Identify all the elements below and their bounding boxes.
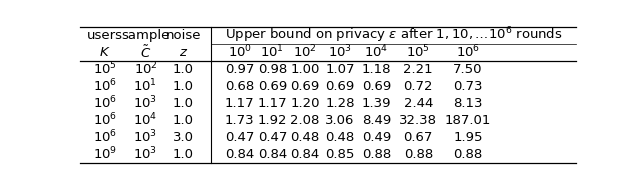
Text: 1.17: 1.17 xyxy=(258,97,287,110)
Text: 0.48: 0.48 xyxy=(325,131,355,144)
Text: 3.0: 3.0 xyxy=(173,131,194,144)
Text: 0.69: 0.69 xyxy=(291,80,320,93)
Text: $10^9$: $10^9$ xyxy=(93,146,117,163)
Text: 0.48: 0.48 xyxy=(291,131,320,144)
Text: 1.0: 1.0 xyxy=(173,148,194,161)
Text: $10^3$: $10^3$ xyxy=(328,44,352,61)
Text: 0.85: 0.85 xyxy=(325,148,355,161)
Text: 1.28: 1.28 xyxy=(325,97,355,110)
Text: 0.47: 0.47 xyxy=(258,131,287,144)
Text: $10^3$: $10^3$ xyxy=(133,146,157,163)
Text: 1.0: 1.0 xyxy=(173,80,194,93)
Text: $10^4$: $10^4$ xyxy=(133,112,157,128)
Text: 1.17: 1.17 xyxy=(225,97,255,110)
Text: 2.08: 2.08 xyxy=(291,114,320,127)
Text: Upper bound on privacy $\epsilon$ after $1, 10,\ldots 10^6$ rounds: Upper bound on privacy $\epsilon$ after … xyxy=(225,25,563,45)
Text: $\tilde{C}$: $\tilde{C}$ xyxy=(140,44,151,61)
Text: 0.68: 0.68 xyxy=(225,80,254,93)
Text: 0.97: 0.97 xyxy=(225,63,254,76)
Text: $10^6$: $10^6$ xyxy=(456,44,480,61)
Text: $K$: $K$ xyxy=(99,46,111,59)
Text: 2.44: 2.44 xyxy=(404,97,433,110)
Text: 1.0: 1.0 xyxy=(173,114,194,127)
Text: $10^4$: $10^4$ xyxy=(364,44,388,61)
Text: 1.39: 1.39 xyxy=(362,97,391,110)
Text: 8.13: 8.13 xyxy=(453,97,483,110)
Text: 0.69: 0.69 xyxy=(362,80,391,93)
Text: 0.67: 0.67 xyxy=(404,131,433,144)
Text: 0.69: 0.69 xyxy=(258,80,287,93)
Text: 0.84: 0.84 xyxy=(225,148,254,161)
Text: $10^6$: $10^6$ xyxy=(93,112,117,128)
Text: 0.84: 0.84 xyxy=(258,148,287,161)
Text: 32.38: 32.38 xyxy=(399,114,437,127)
Text: 1.07: 1.07 xyxy=(325,63,355,76)
Text: 0.98: 0.98 xyxy=(258,63,287,76)
Text: sample: sample xyxy=(122,29,170,42)
Text: $10^2$: $10^2$ xyxy=(134,61,157,78)
Text: 0.88: 0.88 xyxy=(404,148,433,161)
Text: 3.06: 3.06 xyxy=(325,114,355,127)
Text: $10^2$: $10^2$ xyxy=(293,44,317,61)
Text: $10^6$: $10^6$ xyxy=(93,78,117,94)
Text: $10^3$: $10^3$ xyxy=(133,129,157,145)
Text: 187.01: 187.01 xyxy=(445,114,491,127)
Text: 0.88: 0.88 xyxy=(362,148,391,161)
Text: 2.21: 2.21 xyxy=(403,63,433,76)
Text: 1.18: 1.18 xyxy=(362,63,391,76)
Text: 0.84: 0.84 xyxy=(291,148,320,161)
Text: 1.20: 1.20 xyxy=(291,97,320,110)
Text: 0.73: 0.73 xyxy=(453,80,483,93)
Text: $10^6$: $10^6$ xyxy=(93,95,117,111)
Text: 0.69: 0.69 xyxy=(325,80,355,93)
Text: $10^0$: $10^0$ xyxy=(228,44,252,61)
Text: $10^3$: $10^3$ xyxy=(133,95,157,111)
Text: 1.95: 1.95 xyxy=(453,131,483,144)
Text: 1.73: 1.73 xyxy=(225,114,255,127)
Text: 1.92: 1.92 xyxy=(258,114,287,127)
Text: 8.49: 8.49 xyxy=(362,114,391,127)
Text: 0.49: 0.49 xyxy=(362,131,391,144)
Text: $10^1$: $10^1$ xyxy=(134,78,157,94)
Text: $10^5$: $10^5$ xyxy=(93,61,116,78)
Text: 7.50: 7.50 xyxy=(453,63,483,76)
Text: $10^1$: $10^1$ xyxy=(260,44,284,61)
Text: 1.0: 1.0 xyxy=(173,63,194,76)
Text: $z$: $z$ xyxy=(179,46,188,59)
Text: 0.72: 0.72 xyxy=(404,80,433,93)
Text: noise: noise xyxy=(165,29,201,42)
Text: $10^5$: $10^5$ xyxy=(406,44,430,61)
Text: $10^6$: $10^6$ xyxy=(93,129,117,145)
Text: 1.0: 1.0 xyxy=(173,97,194,110)
Text: 0.88: 0.88 xyxy=(453,148,483,161)
Text: 1.00: 1.00 xyxy=(291,63,320,76)
Text: 0.47: 0.47 xyxy=(225,131,254,144)
Text: users: users xyxy=(87,29,123,42)
